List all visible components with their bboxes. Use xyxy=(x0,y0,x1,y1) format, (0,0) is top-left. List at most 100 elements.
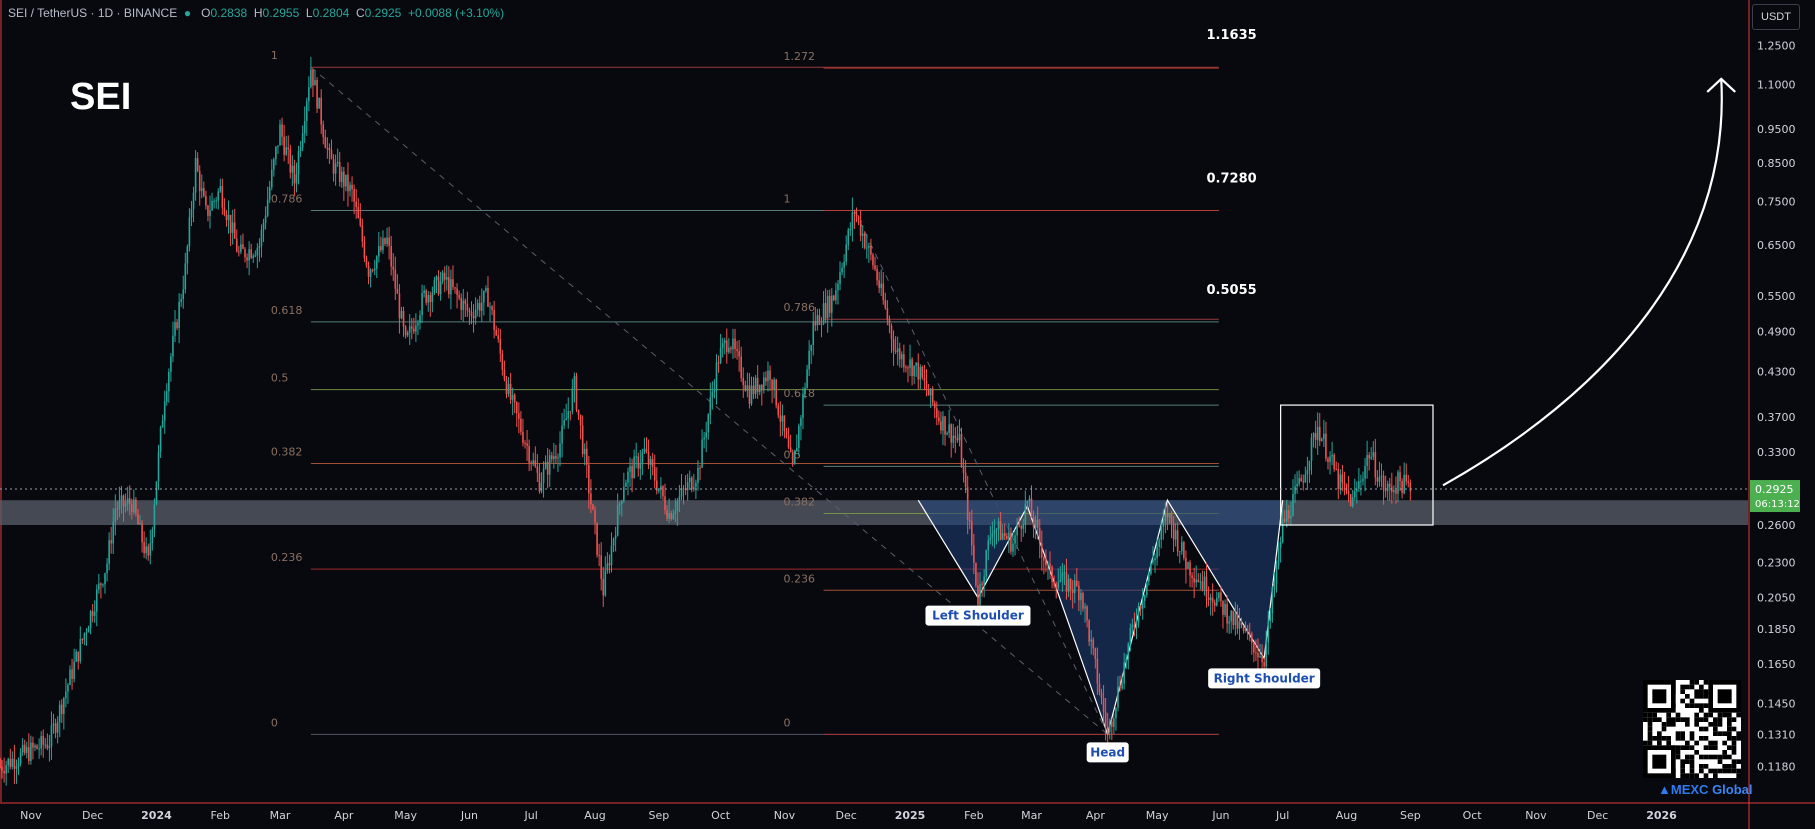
candle-body xyxy=(1255,652,1257,654)
time-tick-label: 2024 xyxy=(141,809,172,822)
pattern-fill xyxy=(918,500,1283,735)
candle-body xyxy=(1172,523,1175,540)
candle-body xyxy=(431,292,434,303)
candle-body xyxy=(464,300,467,304)
candle-body xyxy=(857,216,860,220)
candle-body xyxy=(1012,543,1014,552)
candle-body xyxy=(83,633,86,640)
candle-body xyxy=(1366,455,1368,466)
time-tick-label: Sep xyxy=(648,809,669,822)
candle-body xyxy=(390,245,392,267)
candle-body xyxy=(526,443,528,446)
candle-body xyxy=(581,425,584,455)
candle-body xyxy=(417,322,419,326)
candle-body xyxy=(285,147,287,155)
candle-body xyxy=(1152,560,1154,563)
candle-body xyxy=(1356,488,1358,492)
head-label: Head xyxy=(1090,745,1125,759)
candle-body xyxy=(1043,557,1045,561)
candle-body xyxy=(19,752,22,764)
pair-name[interactable]: SEI / TetherUS xyxy=(8,6,88,20)
candle-body xyxy=(524,443,526,445)
candle-body xyxy=(1057,582,1060,589)
candle-body xyxy=(536,466,539,473)
candle-body xyxy=(1032,517,1035,528)
candle-body xyxy=(328,147,331,151)
candle-body xyxy=(427,295,430,303)
candle-body xyxy=(353,189,355,202)
interval[interactable]: 1D xyxy=(97,6,114,20)
candle-body xyxy=(149,543,152,556)
candle-body xyxy=(54,723,57,733)
candle-body xyxy=(456,288,458,295)
fib-level-label: 1.272 xyxy=(784,50,816,63)
candle-body xyxy=(1275,565,1278,584)
candle-body xyxy=(633,456,635,479)
candle-body xyxy=(382,238,384,251)
candle-body xyxy=(1374,452,1377,478)
candle-body xyxy=(441,272,444,282)
candle-body xyxy=(1026,500,1029,504)
candle-body xyxy=(217,191,220,201)
candle-body xyxy=(322,124,325,138)
candle-body xyxy=(1211,597,1214,603)
currency-unit-button[interactable]: USDT xyxy=(1752,4,1800,30)
candle-body xyxy=(1236,612,1239,629)
candle-body xyxy=(795,448,798,451)
time-tick-label: May xyxy=(1146,809,1169,822)
price-tick-label: 0.9500 xyxy=(1757,123,1796,136)
candle-body xyxy=(357,207,360,218)
candle-body xyxy=(588,464,590,494)
candle-body xyxy=(773,379,775,390)
candle-body xyxy=(316,79,318,109)
candle-body xyxy=(170,356,172,372)
candle-body xyxy=(1150,562,1152,574)
candle-body xyxy=(935,408,938,418)
candle-body xyxy=(946,432,948,435)
candle-body xyxy=(102,584,104,586)
candle-body xyxy=(361,225,364,242)
candle-body xyxy=(631,466,633,479)
candle-body xyxy=(435,276,438,281)
candle-body xyxy=(81,638,84,640)
candle-body xyxy=(392,266,395,270)
fib-level-label: 0.618 xyxy=(271,304,303,317)
candle-body xyxy=(1123,662,1125,684)
candle-body xyxy=(351,184,353,190)
candle-body xyxy=(962,466,965,474)
candle-body xyxy=(1010,532,1012,552)
candle-body xyxy=(911,359,913,377)
candle-body xyxy=(398,293,401,319)
candle-body xyxy=(734,338,736,350)
candle-body xyxy=(378,246,380,257)
candle-body xyxy=(1160,526,1163,540)
candle-body xyxy=(1049,563,1051,567)
candle-body xyxy=(17,763,20,767)
candle-body xyxy=(305,101,308,121)
candle-body xyxy=(318,97,320,109)
candle-body xyxy=(579,414,582,426)
candle-body xyxy=(293,165,296,184)
candle-body xyxy=(396,288,399,294)
candle-body xyxy=(985,550,988,577)
candle-body xyxy=(1073,580,1076,593)
candle-body xyxy=(182,289,185,300)
candle-body xyxy=(466,303,469,311)
candle-body xyxy=(938,417,940,422)
candle-body xyxy=(1292,493,1294,516)
candle-body xyxy=(91,611,94,616)
candle-body xyxy=(1337,469,1340,490)
candle-body xyxy=(956,438,959,441)
candle-body xyxy=(415,325,417,332)
candle-body xyxy=(1213,602,1216,606)
candle-body xyxy=(888,319,891,326)
change-value: +0.0088 (+3.10%) xyxy=(408,6,505,20)
candle-body xyxy=(126,498,129,504)
candle-body xyxy=(1244,629,1247,631)
time-tick-label: Feb xyxy=(211,809,230,822)
candle-body xyxy=(384,238,386,245)
candle-body xyxy=(1409,482,1412,492)
head-label-bg xyxy=(1086,742,1129,763)
candle-body xyxy=(209,210,211,216)
